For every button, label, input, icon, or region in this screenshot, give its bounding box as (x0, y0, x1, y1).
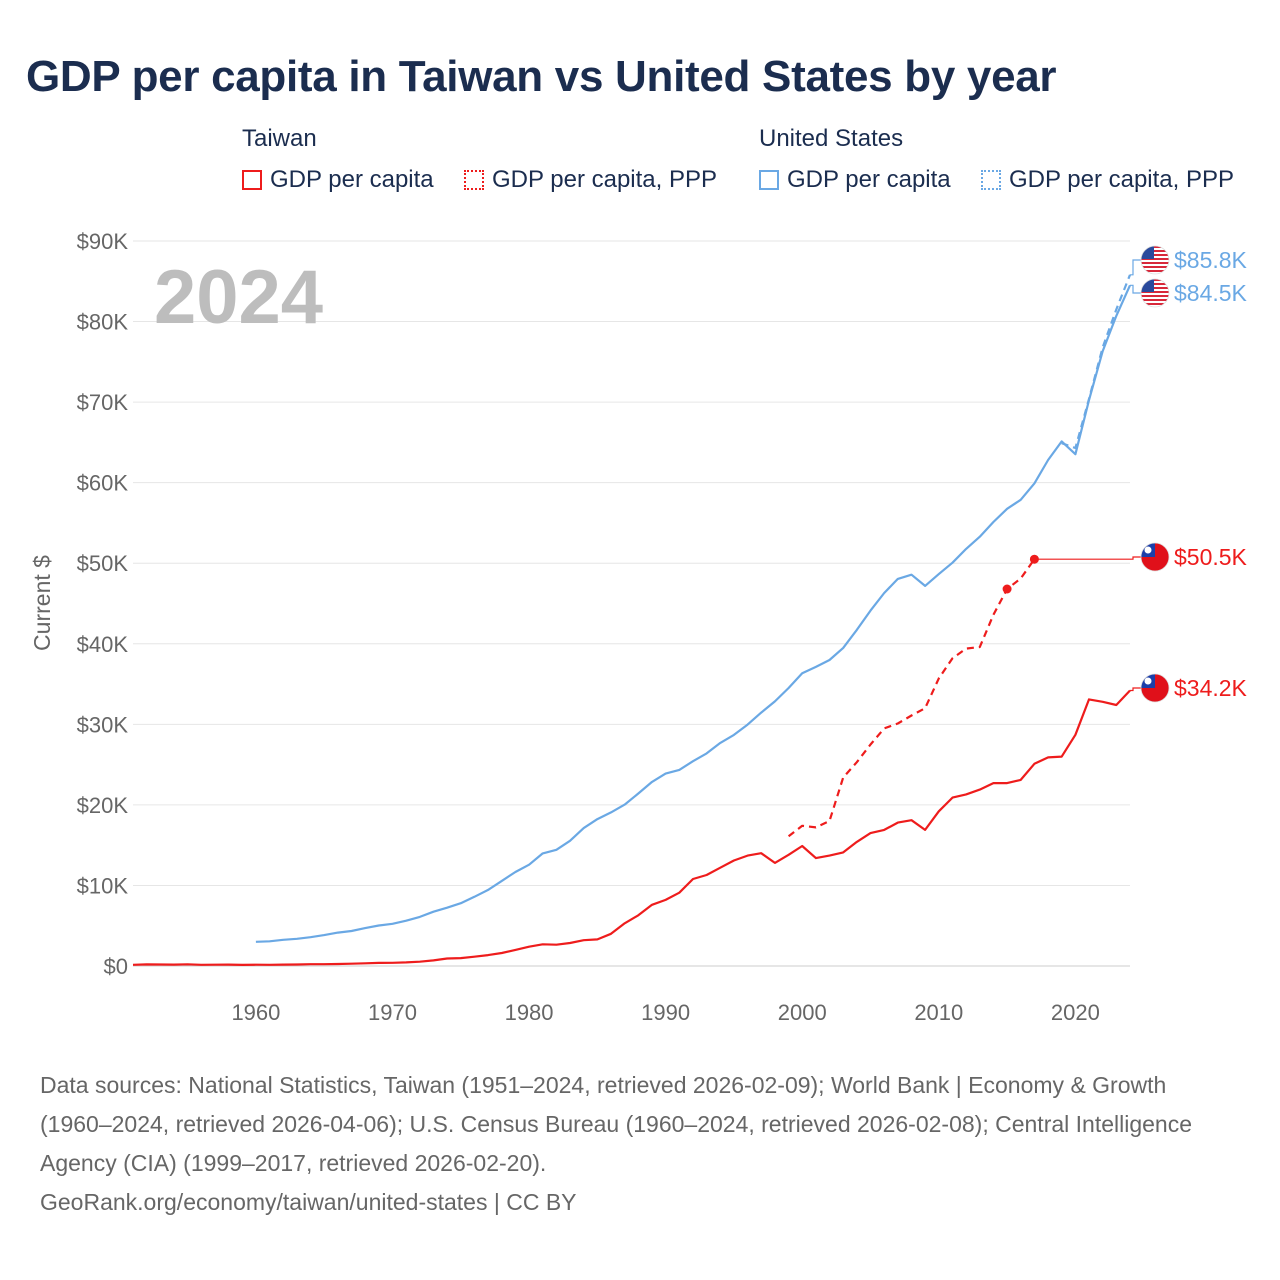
united-states-gdp-per-capita-ppp-line (1061, 274, 1132, 450)
legend-label: GDP per capita, PPP (492, 166, 717, 193)
legend-swatch-solid-red (242, 170, 262, 190)
legend-label: GDP per capita, PPP (1009, 166, 1234, 193)
footer: Data sources: National Statistics, Taiwa… (40, 1066, 1240, 1222)
credit-link[interactable]: GeoRank.org/economy/taiwan/united-states… (40, 1189, 577, 1215)
end-label-connector (1130, 687, 1141, 692)
y-tick-label: $20K (77, 793, 129, 818)
legend-swatch-solid-blue (759, 170, 779, 190)
y-tick-label: $70K (77, 390, 129, 415)
grid-lines (133, 240, 1130, 967)
taiwan-gdp-per-capita-line (132, 689, 1131, 966)
legend-swatch-dotted-red (464, 170, 484, 190)
data-sources: Data sources: National Statistics, Taiwa… (40, 1072, 1192, 1176)
us-flag-icon (1140, 278, 1170, 308)
taiwan-flag-icon (1140, 673, 1170, 703)
legend-item-us-ppp[interactable]: GDP per capita, PPP (981, 166, 1234, 194)
x-tick-label: 2000 (778, 1000, 827, 1025)
y-axis-label: Current $ (29, 555, 55, 651)
us-flag-icon (1140, 245, 1170, 275)
end-value-label: $85.8K (1174, 247, 1248, 273)
x-tick-label: 1980 (505, 1000, 554, 1025)
y-tick-label: $50K (77, 551, 129, 576)
chart-area: 2024 Current $ $0 $10K $20K $30K $40K $50K $60… (29, 229, 1248, 1025)
y-tick-label: $30K (77, 712, 129, 737)
legend-item-taiwan-gdp[interactable]: GDP per capita (242, 166, 434, 194)
data-point-marker (1002, 584, 1012, 594)
x-tick-label: 2010 (914, 1000, 963, 1025)
end-label-connector (1034, 556, 1141, 560)
legend-group-taiwan: Taiwan (242, 125, 317, 152)
legend-item-us-gdp[interactable]: GDP per capita (759, 166, 951, 194)
y-axis-ticks: $0 $10K $20K $30K $40K $50K $60K $70K $80K $90K (77, 229, 129, 979)
end-value-label: $34.2K (1174, 675, 1248, 701)
series-lines (132, 274, 1132, 966)
y-tick-label: $90K (77, 229, 129, 254)
y-tick-label: $80K (77, 310, 129, 335)
end-value-label: $50.5K (1174, 544, 1248, 570)
x-tick-label: 1960 (231, 1000, 280, 1025)
x-axis-ticks: 1960 1970 1980 1990 2000 2010 2020 (231, 1000, 1099, 1025)
x-tick-label: 1970 (368, 1000, 417, 1025)
legend-label: GDP per capita (787, 166, 951, 193)
x-tick-label: 1990 (641, 1000, 690, 1025)
data-point-marker (1029, 554, 1039, 564)
end-label-connector (1130, 259, 1141, 276)
y-tick-label: $10K (77, 873, 129, 898)
y-tick-label: $60K (77, 471, 129, 496)
end-value-label: $84.5K (1174, 280, 1248, 306)
x-tick-label: 2020 (1051, 1000, 1100, 1025)
end-labels: $34.2K $50.5K $84.5K $85.8K (1034, 245, 1248, 703)
legend-label: GDP per capita (270, 166, 434, 193)
y-tick-label: $40K (77, 632, 129, 657)
chart-title: GDP per capita in Taiwan vs United State… (26, 52, 1057, 101)
taiwan-flag-icon (1140, 542, 1170, 572)
legend-group-us: United States (759, 125, 904, 152)
legend-item-taiwan-ppp[interactable]: GDP per capita, PPP (464, 166, 717, 194)
end-label-connector (1130, 284, 1141, 294)
year-watermark: 2024 (154, 255, 323, 340)
legend-swatch-dotted-blue (981, 170, 1001, 190)
united-states-gdp-per-capita-line (255, 284, 1132, 943)
y-tick-label: $0 (104, 954, 128, 979)
taiwan-gdp-per-capita-ppp-line (787, 558, 1036, 838)
